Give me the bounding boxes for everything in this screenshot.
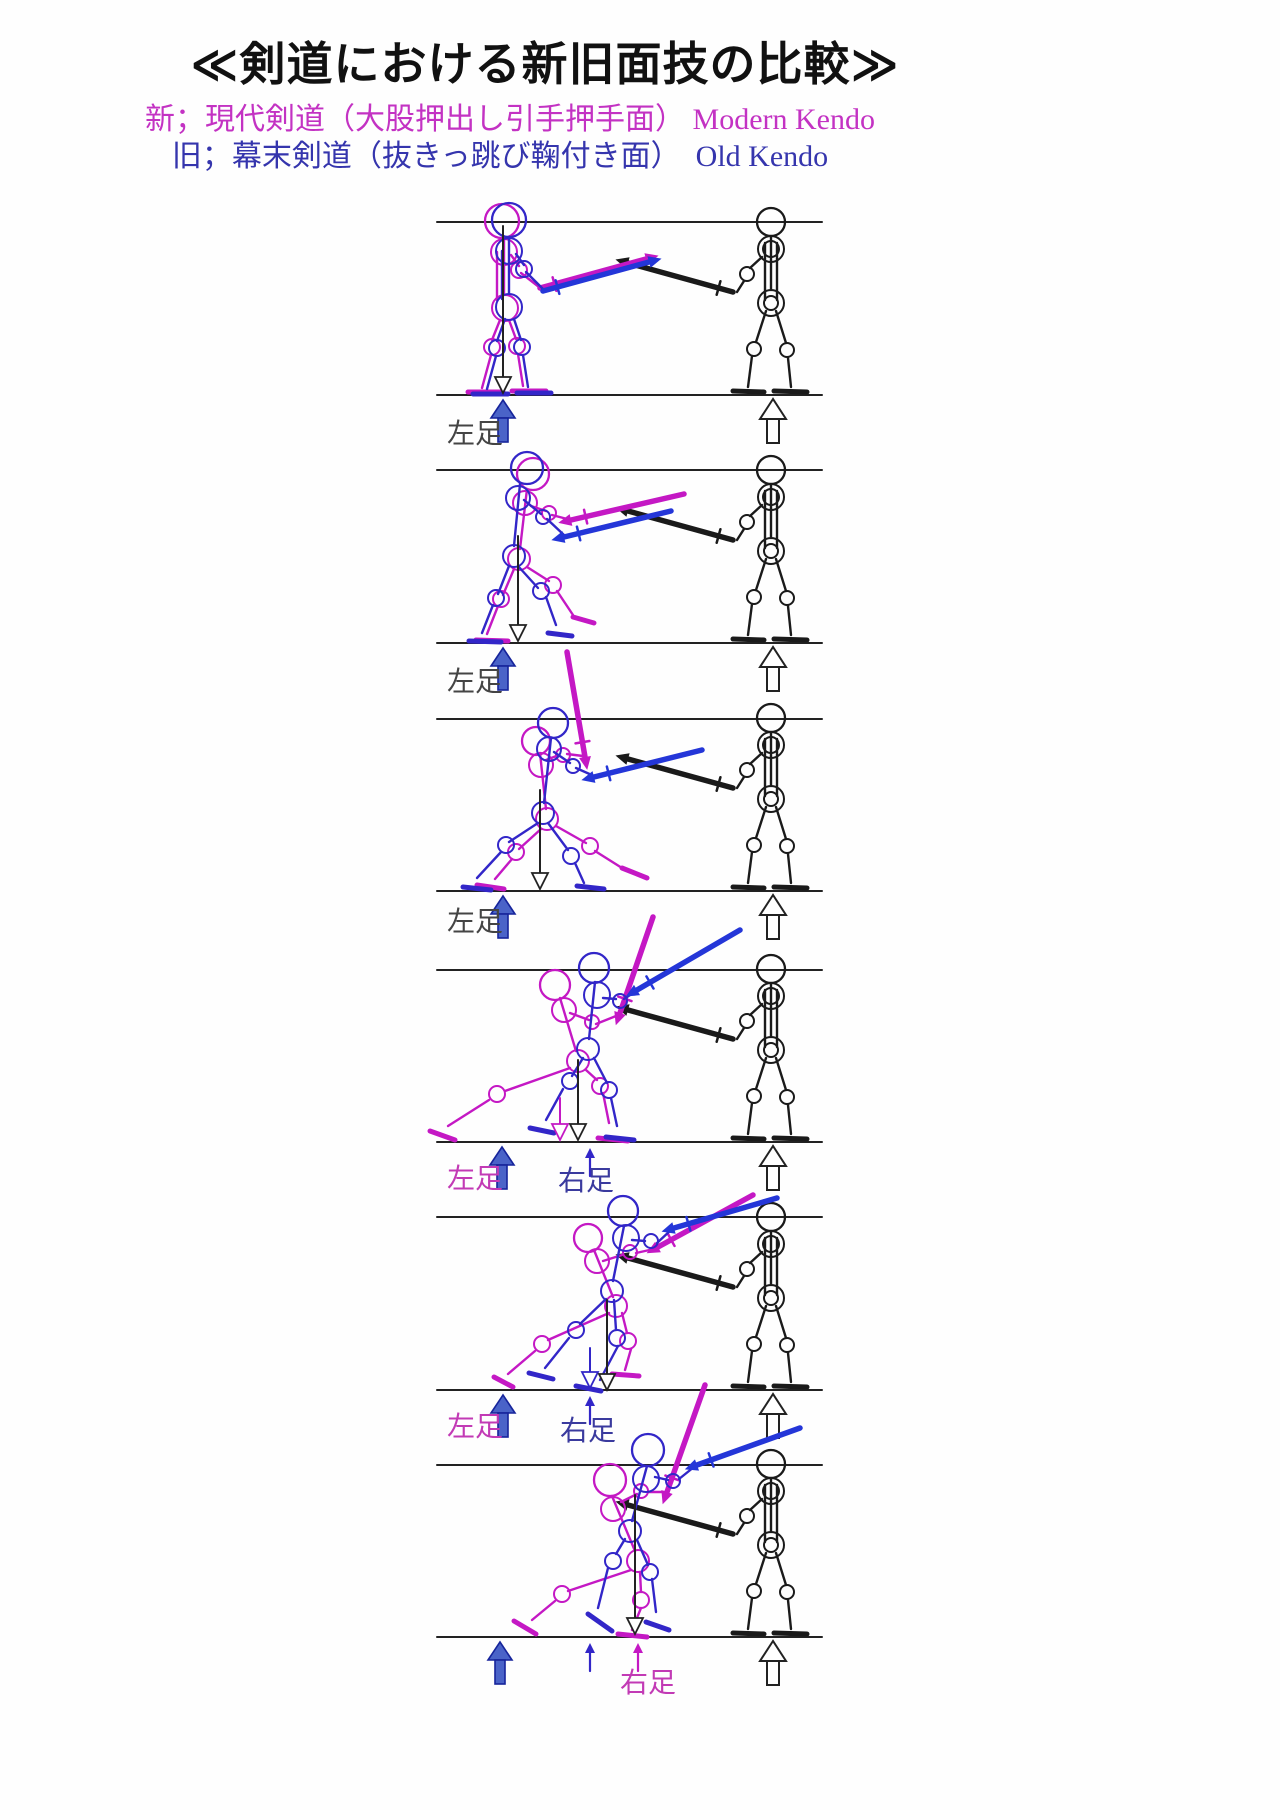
panel-3-old-kendo-figure — [460, 706, 705, 893]
center-of-gravity-arrow — [508, 535, 528, 644]
foot-arrow-thin — [585, 1643, 595, 1673]
center-of-gravity-arrow — [625, 1494, 645, 1637]
panel-2-old-kendo-figure — [466, 450, 674, 645]
subtitle-old-kendo: 旧；幕末剣道（抜きっ跳び鞠付き面） Old Kendo — [171, 140, 829, 173]
panel-4-opponent-figure — [615, 953, 810, 1142]
foot-arrow-solid — [489, 398, 517, 443]
foot-arrow-outline — [758, 1144, 788, 1191]
panel-4-modern-kendo-figure — [427, 914, 656, 1144]
panel-1-old-kendo-figure — [470, 201, 662, 397]
panel-3: 左足 — [436, 649, 823, 940]
panel-6-old-kendo-figure — [585, 1425, 803, 1634]
center-of-gravity-arrow — [580, 1347, 600, 1391]
foot-arrow-thin — [585, 1396, 595, 1426]
panel-4: 左足 右足 — [427, 914, 823, 1197]
panel-2-foot-label-0: 左足 — [447, 666, 503, 698]
foot-arrow-solid — [486, 1640, 514, 1685]
panel-5-foot-label-1: 右足 — [560, 1415, 616, 1447]
foot-arrow-solid — [489, 894, 517, 939]
panel-4-foot-label-1: 右足 — [558, 1165, 614, 1197]
center-of-gravity-arrow — [597, 1299, 617, 1393]
foot-arrow-thin — [585, 1148, 595, 1178]
panel-4-old-kendo-figure — [527, 927, 743, 1143]
foot-arrow-outline — [758, 645, 788, 692]
foot-arrow-outline — [758, 893, 788, 940]
panel-3-opponent-figure — [615, 702, 810, 891]
panel-3-foot-label-0: 左足 — [447, 906, 503, 938]
foot-arrow-solid — [489, 646, 517, 691]
panel-4-foot-label-0: 左足 — [447, 1163, 503, 1195]
foot-arrow-outline — [758, 1639, 788, 1686]
center-of-gravity-arrow — [493, 225, 513, 396]
panel-2-opponent-figure — [615, 454, 810, 643]
center-of-gravity-arrow — [530, 789, 550, 892]
subtitle-modern-kendo: 新；現代剣道（大股押出し引手押手面） Modern Kendo — [145, 103, 875, 136]
panel-1-foot-label-0: 左足 — [447, 418, 503, 450]
foot-arrow-outline — [758, 397, 788, 444]
foot-arrow-outline — [758, 1392, 788, 1439]
panel-5-foot-label-0: 左足 — [447, 1411, 503, 1443]
center-of-gravity-arrow — [568, 1059, 588, 1143]
page-title: ≪剣道における新旧面技の比較≫ — [190, 38, 900, 90]
panel-5-old-kendo-figure — [526, 1194, 780, 1394]
foot-arrow-solid — [489, 1393, 517, 1438]
panel-6-foot-label-0: 右足 — [620, 1667, 676, 1699]
panel-1: 左足 — [436, 201, 823, 450]
foot-arrow-thin — [633, 1643, 643, 1673]
panel-5-opponent-figure — [615, 1201, 810, 1390]
foot-arrow-solid — [488, 1145, 516, 1190]
center-of-gravity-arrow — [550, 1097, 570, 1143]
panel-2: 左足 — [436, 450, 823, 698]
panel-6-opponent-figure — [615, 1448, 810, 1637]
panel-5: 左足 右足 — [436, 1192, 823, 1447]
panel-2-modern-kendo-figure — [473, 456, 687, 644]
panel-6: 右足 — [436, 1382, 823, 1699]
panel-1-opponent-figure — [615, 206, 810, 395]
